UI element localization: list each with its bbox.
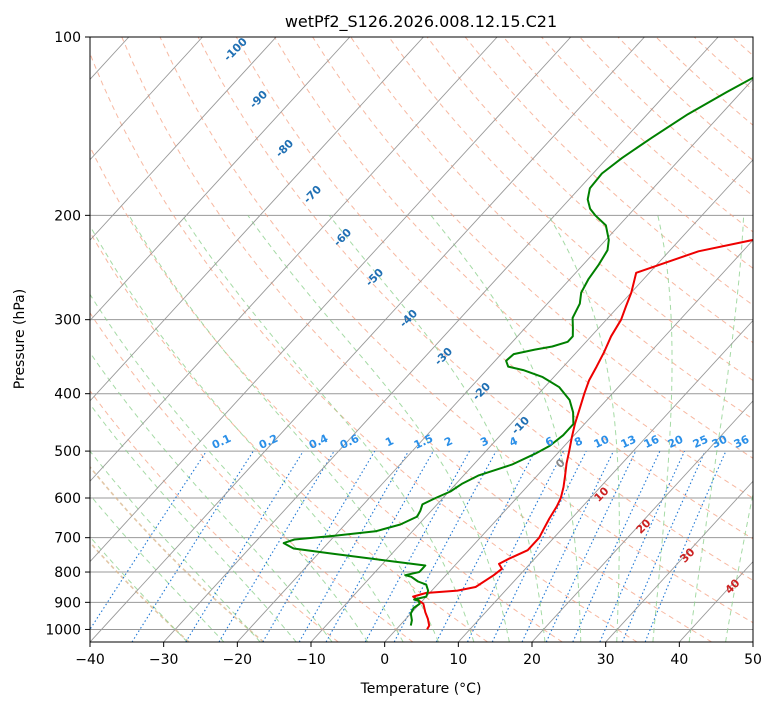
moist-adiabat--20 (90, 450, 261, 642)
moist-adiabat--15 (90, 403, 297, 642)
isotherm--80 (90, 37, 351, 322)
y-tick-label-500: 500 (54, 444, 81, 460)
mixing-ratio-label-16: 30 (710, 433, 730, 451)
mixing-ratio-label-11: 10 (592, 433, 612, 451)
mixing-ratio-line-10 (467, 450, 564, 642)
isotherm--50 (90, 37, 572, 563)
mixing-ratio-label-13: 16 (642, 433, 662, 451)
mixing-ratio-line-1 (131, 450, 254, 642)
plot-background (90, 37, 753, 642)
isotherm-10 (458, 319, 753, 642)
moist-adiabat-40 (688, 215, 745, 642)
x-tick-label-20: 20 (523, 652, 541, 668)
mixing-ratio-label-15: 25 (691, 433, 710, 451)
moist-adiabat--10 (90, 351, 333, 642)
sounding-traces (282, 76, 753, 630)
dry-adiabat--20 (90, 465, 265, 642)
x-tick-label--40: −40 (75, 652, 105, 668)
isotherm--20 (237, 78, 753, 642)
isotherm--10 (310, 159, 753, 642)
moist-adiabat-25 (430, 214, 582, 642)
y-axis-label: Pressure (hPa) (12, 289, 28, 389)
moist-adiabat--25 (90, 494, 225, 642)
isotherm-50 (752, 641, 753, 642)
dry-adiabat-100 (350, 37, 753, 420)
isotherm--90 (90, 37, 277, 241)
mixing-ratio-line-15 (599, 450, 686, 642)
isotherm-20 (531, 400, 753, 642)
x-tick-label-10: 10 (449, 652, 467, 668)
y-tick-label-400: 400 (54, 387, 81, 403)
moist-adiabat-15 (247, 215, 510, 642)
x-tick-label-40: 40 (670, 652, 688, 668)
isotherm--40 (90, 37, 645, 642)
dry-adiabat-10 (90, 231, 488, 642)
mixing-ratio-line-16 (621, 450, 706, 642)
x-tick-label--10: −10 (296, 652, 326, 668)
temperature-trace (412, 238, 753, 630)
dry-adiabat-80 (273, 37, 753, 499)
y-tick-label-300: 300 (54, 313, 81, 329)
x-tick-label--30: −30 (149, 652, 179, 668)
y-tick-label-800: 800 (54, 565, 81, 581)
dry-adiabat-130 (464, 37, 753, 306)
mixing-ratio-line-11 (491, 450, 587, 642)
dry-adiabat-30 (90, 52, 638, 642)
y-tick-label-700: 700 (54, 531, 81, 547)
mixing-ratio-line-0 (90, 450, 207, 631)
dewpoint-trace (282, 76, 753, 626)
isotherm--100 (90, 37, 203, 161)
isotherm-0 (384, 239, 753, 642)
moist-adiabat-5 (128, 215, 439, 642)
dry-adiabat-110 (388, 37, 753, 382)
dry-adiabat-20 (90, 145, 563, 642)
isotherm-30 (605, 480, 753, 642)
mixing-ratio-line-3 (218, 450, 335, 642)
dry-adiabat-210 (771, 37, 775, 642)
y-tick-label-100: 100 (54, 30, 81, 46)
isotherm--30 (163, 37, 719, 642)
y-tick-label-900: 900 (54, 595, 81, 611)
moist-adiabat--5 (90, 293, 369, 642)
moist-adiabats (90, 214, 753, 642)
moist-adiabat-35 (652, 215, 673, 642)
mixing-ratio-lines (90, 450, 727, 642)
dry-adiabat-50 (159, 37, 753, 624)
x-axis-label: Temperature (°C) (360, 681, 482, 697)
axes: −40 −30 −20 −10 0 10 20 30 40 50 100 200 300 400 500 60… (45, 30, 762, 668)
moist-adiabat-10 (182, 215, 475, 642)
y-tick-label-1000: 1000 (45, 622, 81, 638)
mixing-ratio-line-2 (185, 450, 304, 642)
mixing-ratio-label-17: 36 (732, 433, 752, 451)
moist-adiabat-45 (725, 491, 753, 642)
chart-title: wetPf2_S126.2026.008.12.15.C21 (285, 12, 557, 32)
mixing-ratio-line-8 (393, 450, 497, 642)
moist-adiabat-0 (90, 224, 404, 642)
moist-adiabat-20 (328, 214, 546, 642)
mixing-ratio-line-14 (572, 450, 661, 642)
mixing-ratio-line-6 (325, 450, 434, 642)
mixing-ratio-label-12: 13 (619, 433, 638, 451)
skewed-isotherms (90, 37, 753, 642)
isotherm--70 (90, 37, 424, 402)
x-tick-label-0: 0 (380, 652, 389, 668)
x-tick-label-30: 30 (597, 652, 615, 668)
pressure-gridlines (90, 37, 753, 630)
y-tick-label-600: 600 (54, 491, 81, 507)
x-tick-label--20: −20 (223, 652, 253, 668)
mixing-ratio-label-14: 20 (666, 433, 686, 451)
isotherm--60 (90, 37, 498, 482)
y-tick-label-200: 200 (54, 208, 81, 224)
plot-frame (89, 36, 754, 643)
x-tick-label-50: 50 (744, 652, 762, 668)
